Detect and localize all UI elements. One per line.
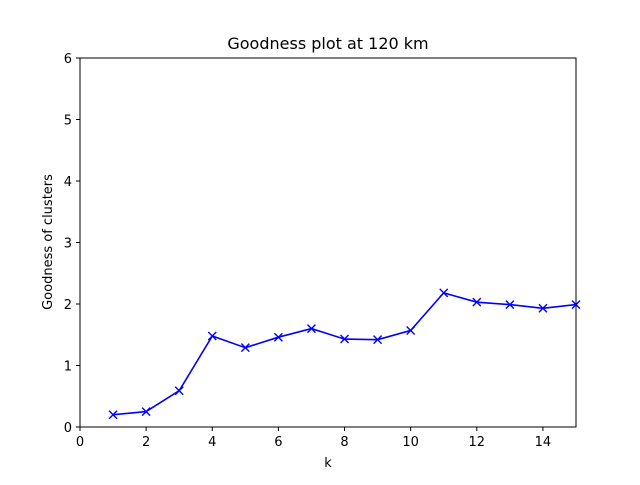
data-point-marker bbox=[340, 334, 350, 344]
data-point-marker bbox=[141, 407, 151, 417]
x-tick-label: 6 bbox=[274, 435, 282, 450]
plot-area-frame bbox=[79, 57, 577, 428]
y-tick-label: 1 bbox=[64, 360, 72, 375]
x-tick-label: 8 bbox=[340, 435, 348, 450]
x-axis-label: k bbox=[324, 456, 332, 471]
data-point-marker bbox=[207, 331, 217, 341]
x-tick-label: 10 bbox=[402, 435, 419, 450]
x-tick-label: 14 bbox=[535, 435, 552, 450]
chart-title: Goodness plot at 120 km bbox=[227, 34, 428, 53]
series-markers bbox=[108, 288, 581, 420]
data-point-marker bbox=[505, 300, 515, 310]
y-tick-label: 2 bbox=[64, 298, 72, 313]
x-tick-label: 4 bbox=[208, 435, 216, 450]
y-axis-ticks: 0 1 2 3 4 5 6 bbox=[64, 52, 80, 436]
data-point-marker bbox=[108, 410, 118, 420]
y-tick-label: 3 bbox=[64, 237, 72, 252]
y-tick-label: 0 bbox=[64, 421, 72, 436]
y-axis-label: Goodness of clusters bbox=[41, 174, 56, 310]
data-point-marker bbox=[538, 303, 548, 313]
data-point-marker bbox=[240, 343, 250, 353]
x-tick-label: 2 bbox=[142, 435, 150, 450]
y-tick-label: 4 bbox=[64, 175, 72, 190]
y-tick-label: 6 bbox=[64, 52, 72, 67]
data-point-marker bbox=[174, 386, 184, 396]
data-point-marker bbox=[439, 288, 449, 298]
data-point-marker bbox=[306, 324, 316, 334]
x-tick-label: 12 bbox=[469, 435, 486, 450]
x-tick-label: 0 bbox=[76, 435, 84, 450]
y-tick-label: 5 bbox=[64, 114, 72, 129]
data-point-marker bbox=[472, 297, 482, 307]
data-point-marker bbox=[373, 335, 383, 345]
data-point-marker bbox=[273, 332, 283, 342]
data-point-marker bbox=[406, 325, 416, 335]
x-axis-ticks: 0 2 4 6 8 10 12 14 bbox=[76, 427, 551, 450]
